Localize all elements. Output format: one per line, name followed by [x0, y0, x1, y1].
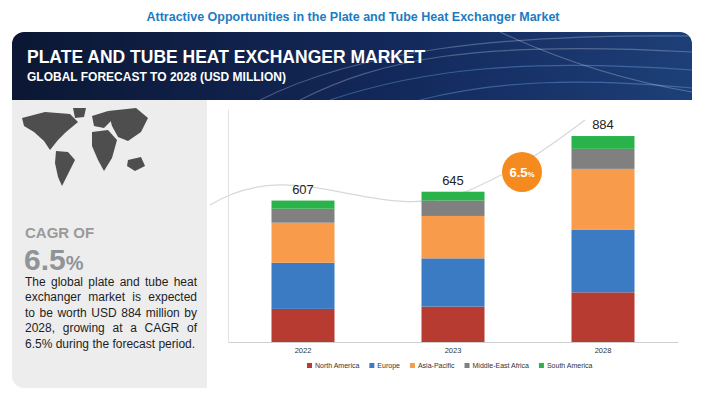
card-bg: [12, 32, 692, 388]
legend-label: South America: [547, 362, 593, 369]
bar-segment: [272, 263, 335, 309]
bar-segment: [272, 201, 335, 209]
number-part: 6.5: [24, 243, 66, 276]
continent: [22, 112, 78, 150]
bar-segment: [572, 149, 635, 169]
banner: [12, 32, 692, 100]
total-label: 884: [592, 117, 614, 132]
bar-segment: [272, 309, 335, 342]
legend-swatch: [410, 363, 415, 368]
bar-segment: [572, 169, 635, 230]
bar-segment: [572, 230, 635, 292]
x-tick: 2028: [595, 342, 612, 355]
page-title: Attractive Opportunities in the Plate an…: [146, 10, 560, 24]
legend: North America Europe Asia-Pacific Middle-Ea…: [307, 362, 593, 370]
bar-segment: [272, 209, 335, 223]
bar-segment: [422, 201, 485, 216]
total-label: 645: [442, 173, 464, 188]
x-tick: 2023: [445, 342, 462, 355]
percent-sign: %: [527, 170, 534, 179]
legend-swatch: [307, 363, 312, 368]
legend-swatch: [539, 363, 544, 368]
cagr-value: 6.5%: [24, 243, 84, 276]
card: PLATE AND TUBE HEAT EXCHANGER MARKET GLOB…: [12, 32, 692, 388]
banner-streak: [260, 36, 692, 100]
number-part: 6.5: [509, 165, 527, 180]
bar-segment: [422, 258, 485, 306]
bar-segment: [422, 216, 485, 258]
x-tick-label: 2023: [445, 346, 462, 355]
series-2: [272, 169, 635, 263]
bar-segment: [572, 292, 635, 342]
chart-title: PLATE AND TUBE HEAT EXCHANGER MARKET: [27, 47, 426, 67]
totals: 607 645 884: [292, 117, 614, 197]
continent: [108, 108, 148, 141]
x-axis-line: [229, 342, 679, 343]
bubble-label: 6.5%: [509, 165, 534, 180]
legend-item: Europe: [369, 362, 400, 370]
world-map: [22, 108, 148, 186]
y-axis: [228, 110, 229, 343]
legend-label: Asia-Pacific: [418, 362, 455, 369]
banner-streak: [500, 32, 692, 92]
cagr-label: CAGR OF: [25, 224, 94, 241]
bars: [272, 136, 635, 342]
x-tick-label: 2028: [595, 346, 612, 355]
legend-item: North America: [307, 362, 359, 369]
legend-label: Europe: [377, 362, 400, 370]
legend-label: Middle-East Africa: [473, 362, 530, 369]
x-tick: 2022: [295, 342, 312, 355]
y-axis-line: [228, 110, 229, 343]
cagr-bubble: 6.5%: [502, 152, 542, 192]
continent: [127, 157, 145, 171]
x-axis: 2022 2023 2028: [229, 342, 679, 355]
chart-subtitle: GLOBAL FORECAST TO 2028 (USD MILLION): [27, 70, 286, 84]
bar-segment: [422, 307, 485, 342]
bar-segment: [572, 136, 635, 149]
legend-label: North America: [315, 362, 359, 369]
banner-streak: [330, 65, 692, 100]
continent: [55, 151, 75, 186]
bubble-circle: [502, 152, 542, 192]
description: The global plate and tube heat exchanger…: [25, 275, 197, 352]
continent: [92, 130, 117, 171]
total-label: 607: [292, 182, 314, 197]
continent: [73, 108, 86, 118]
banner-streak: [420, 82, 692, 100]
decor-curve: [210, 120, 585, 205]
bar-segment: [272, 223, 335, 263]
side-panel: [12, 100, 207, 388]
series-4: [272, 136, 635, 209]
series-3: [272, 149, 635, 223]
legend-swatch: [369, 363, 374, 368]
legend-item: Middle-East Africa: [465, 362, 530, 369]
legend-swatch: [465, 363, 470, 368]
legend-item: Asia-Pacific: [410, 362, 455, 369]
percent-sign: %: [66, 252, 84, 274]
x-tick-label: 2022: [295, 346, 312, 355]
bar-segment: [422, 192, 485, 201]
legend-item: South America: [539, 362, 593, 369]
